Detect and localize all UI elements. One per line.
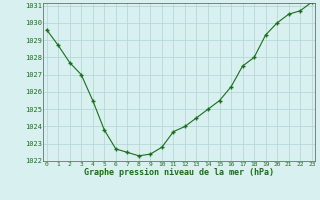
X-axis label: Graphe pression niveau de la mer (hPa): Graphe pression niveau de la mer (hPa) — [84, 168, 274, 177]
